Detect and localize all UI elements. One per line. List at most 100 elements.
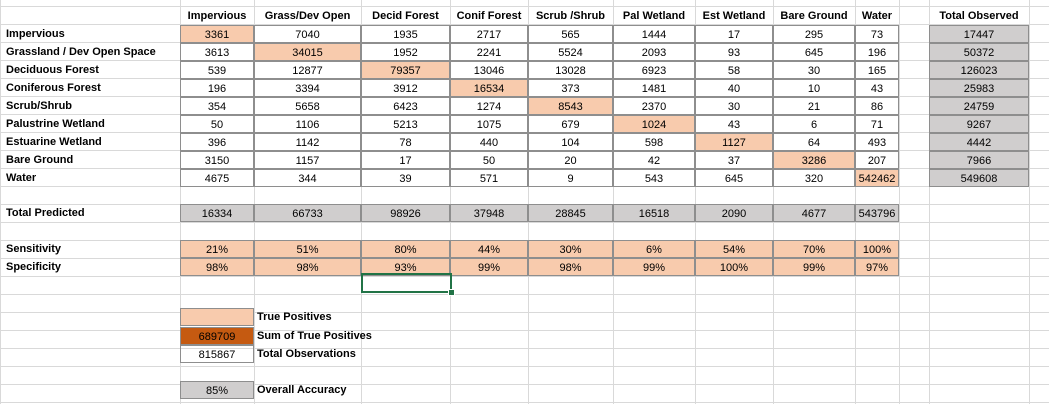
- sensitivity-cell[interactable]: 100%: [855, 240, 899, 258]
- matrix-cell[interactable]: 17: [361, 151, 450, 169]
- matrix-cell[interactable]: 645: [695, 169, 773, 187]
- column-header[interactable]: Impervious: [187, 10, 247, 22]
- true-positive-cell[interactable]: 79357: [361, 61, 450, 79]
- row-label[interactable]: Estuarine Wetland: [6, 136, 102, 148]
- matrix-cell[interactable]: 4675: [180, 169, 254, 187]
- matrix-cell[interactable]: 396: [180, 133, 254, 151]
- matrix-cell[interactable]: 196: [180, 79, 254, 97]
- true-positive-cell[interactable]: 3361: [180, 25, 254, 43]
- matrix-cell[interactable]: 43: [695, 115, 773, 133]
- true-positive-cell[interactable]: 1024: [613, 115, 695, 133]
- matrix-cell[interactable]: 93: [695, 43, 773, 61]
- total-predicted-cell[interactable]: 98926: [361, 204, 450, 222]
- matrix-cell[interactable]: 1935: [361, 25, 450, 43]
- matrix-cell[interactable]: 104: [528, 133, 613, 151]
- matrix-cell[interactable]: 5213: [361, 115, 450, 133]
- row-label[interactable]: Grassland / Dev Open Space: [6, 46, 156, 58]
- total-predicted-cell[interactable]: 28845: [528, 204, 613, 222]
- true-positive-cell[interactable]: 8543: [528, 97, 613, 115]
- true-positive-cell[interactable]: 3286: [773, 151, 855, 169]
- matrix-cell[interactable]: 2241: [450, 43, 528, 61]
- matrix-cell[interactable]: 78: [361, 133, 450, 151]
- matrix-cell[interactable]: 1952: [361, 43, 450, 61]
- fill-handle[interactable]: [448, 289, 455, 296]
- matrix-cell[interactable]: 196: [855, 43, 899, 61]
- total-observed-cell[interactable]: 17447: [929, 25, 1029, 43]
- row-label[interactable]: Water: [6, 172, 37, 184]
- total-observed-header[interactable]: Total Observed: [939, 10, 1019, 22]
- matrix-cell[interactable]: 5658: [254, 97, 361, 115]
- matrix-cell[interactable]: 565: [528, 25, 613, 43]
- matrix-cell[interactable]: 10: [773, 79, 855, 97]
- sensitivity-cell[interactable]: 30%: [528, 240, 613, 258]
- sensitivity-cell[interactable]: 51%: [254, 240, 361, 258]
- matrix-cell[interactable]: 1142: [254, 133, 361, 151]
- sensitivity-cell[interactable]: 54%: [695, 240, 773, 258]
- true-positive-cell[interactable]: 16534: [450, 79, 528, 97]
- total-predicted-cell[interactable]: 2090: [695, 204, 773, 222]
- matrix-cell[interactable]: 3150: [180, 151, 254, 169]
- sum-true-positives-label[interactable]: Sum of True Positives: [257, 330, 372, 342]
- matrix-cell[interactable]: 539: [180, 61, 254, 79]
- row-label[interactable]: Palustrine Wetland: [6, 118, 105, 130]
- total-observed-cell[interactable]: 126023: [929, 61, 1029, 79]
- matrix-cell[interactable]: 64: [773, 133, 855, 151]
- total-observed-cell[interactable]: 25983: [929, 79, 1029, 97]
- matrix-cell[interactable]: 344: [254, 169, 361, 187]
- column-header[interactable]: Grass/Dev Open: [264, 10, 351, 22]
- matrix-cell[interactable]: 6923: [613, 61, 695, 79]
- matrix-cell[interactable]: 12877: [254, 61, 361, 79]
- total-observed-cell[interactable]: 9267: [929, 115, 1029, 133]
- column-header[interactable]: Water: [861, 10, 893, 22]
- total-observed-cell[interactable]: 50372: [929, 43, 1029, 61]
- matrix-cell[interactable]: 679: [528, 115, 613, 133]
- matrix-cell[interactable]: 3394: [254, 79, 361, 97]
- row-label[interactable]: Deciduous Forest: [6, 64, 99, 76]
- matrix-cell[interactable]: 13046: [450, 61, 528, 79]
- matrix-cell[interactable]: 2370: [613, 97, 695, 115]
- total-predicted-cell[interactable]: 16518: [613, 204, 695, 222]
- matrix-cell[interactable]: 30: [695, 97, 773, 115]
- matrix-cell[interactable]: 645: [773, 43, 855, 61]
- sensitivity-cell[interactable]: 6%: [613, 240, 695, 258]
- matrix-cell[interactable]: 17: [695, 25, 773, 43]
- matrix-cell[interactable]: 354: [180, 97, 254, 115]
- sensitivity-label[interactable]: Sensitivity: [6, 243, 62, 255]
- matrix-cell[interactable]: 1106: [254, 115, 361, 133]
- sensitivity-cell[interactable]: 44%: [450, 240, 528, 258]
- overall-accuracy-value[interactable]: 85%: [180, 381, 254, 399]
- matrix-cell[interactable]: 320: [773, 169, 855, 187]
- specificity-cell[interactable]: 98%: [180, 258, 254, 276]
- matrix-cell[interactable]: 1274: [450, 97, 528, 115]
- matrix-cell[interactable]: 50: [450, 151, 528, 169]
- matrix-cell[interactable]: 73: [855, 25, 899, 43]
- overall-accuracy-label[interactable]: Overall Accuracy: [257, 384, 347, 396]
- row-label[interactable]: Bare Ground: [6, 154, 74, 166]
- specificity-cell[interactable]: 100%: [695, 258, 773, 276]
- matrix-cell[interactable]: 13028: [528, 61, 613, 79]
- matrix-cell[interactable]: 165: [855, 61, 899, 79]
- column-header[interactable]: Est Wetland: [702, 10, 766, 22]
- matrix-cell[interactable]: 2717: [450, 25, 528, 43]
- specificity-cell[interactable]: 98%: [254, 258, 361, 276]
- matrix-cell[interactable]: 42: [613, 151, 695, 169]
- matrix-cell[interactable]: 5524: [528, 43, 613, 61]
- total-observations-value[interactable]: 815867: [180, 345, 254, 363]
- column-header[interactable]: Scrub /Shrub: [535, 10, 606, 22]
- matrix-cell[interactable]: 30: [773, 61, 855, 79]
- matrix-cell[interactable]: 39: [361, 169, 450, 187]
- total-predicted-cell[interactable]: 37948: [450, 204, 528, 222]
- matrix-cell[interactable]: 598: [613, 133, 695, 151]
- matrix-cell[interactable]: 43: [855, 79, 899, 97]
- matrix-cell[interactable]: 207: [855, 151, 899, 169]
- total-observed-cell[interactable]: 549608: [929, 169, 1029, 187]
- row-label[interactable]: Scrub/Shrub: [6, 100, 73, 112]
- legend-true-positives-label[interactable]: True Positives: [257, 311, 332, 323]
- total-observed-cell[interactable]: 4442: [929, 133, 1029, 151]
- matrix-cell[interactable]: 571: [450, 169, 528, 187]
- matrix-cell[interactable]: 543: [613, 169, 695, 187]
- specificity-cell[interactable]: 99%: [450, 258, 528, 276]
- row-label[interactable]: Impervious: [6, 28, 65, 40]
- sum-true-positives-value[interactable]: 689709: [180, 327, 254, 345]
